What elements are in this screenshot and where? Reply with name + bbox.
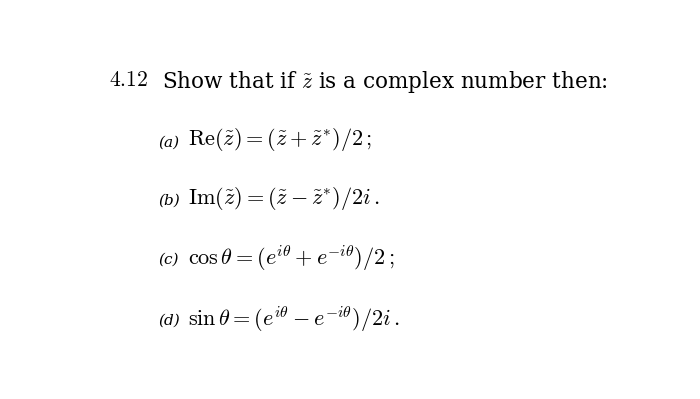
Text: $\mathbf{4.12}$: $\mathbf{4.12}$: [109, 69, 148, 91]
Text: $\cos\theta=(e^{i\theta}+e^{-i\theta})/2\,;$: $\cos\theta=(e^{i\theta}+e^{-i\theta})/2…: [188, 243, 394, 273]
Text: (d): (d): [158, 314, 180, 328]
Text: $\mathrm{Re}(\tilde{z})=(\tilde{z}+\tilde{z}^{*})/2\,;$: $\mathrm{Re}(\tilde{z})=(\tilde{z}+\tild…: [188, 126, 372, 153]
Text: $\mathrm{Im}(\tilde{z})=(\tilde{z}-\tilde{z}^{*})/2i\,.$: $\mathrm{Im}(\tilde{z})=(\tilde{z}-\tild…: [188, 185, 379, 211]
Text: (a): (a): [158, 135, 179, 150]
Text: $\sin\theta=(e^{i\theta}-e^{-i\theta})/2i\,.$: $\sin\theta=(e^{i\theta}-e^{-i\theta})/2…: [188, 304, 400, 334]
Text: (b): (b): [158, 194, 180, 208]
Text: (c): (c): [158, 252, 178, 266]
Text: Show that if $\tilde{z}$ is a complex number then:: Show that if $\tilde{z}$ is a complex nu…: [162, 69, 608, 95]
